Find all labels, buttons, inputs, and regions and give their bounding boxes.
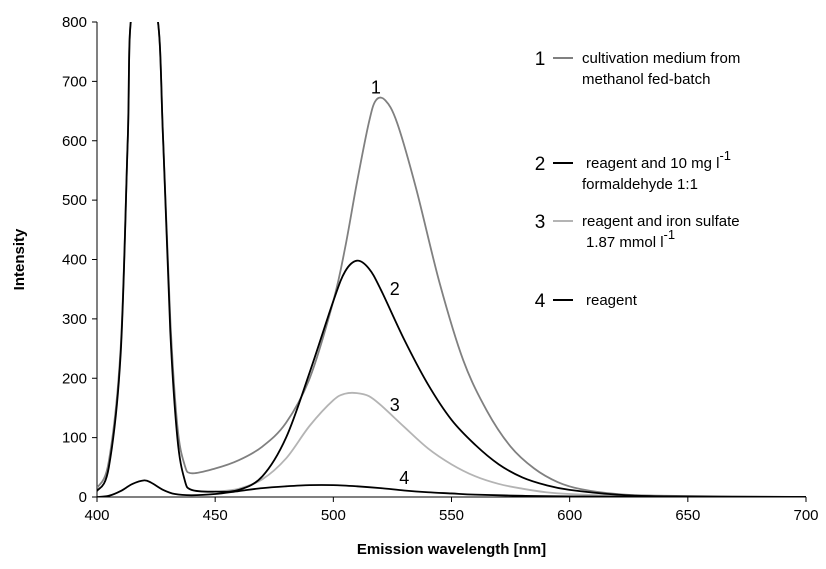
- series-4-line: [97, 479, 806, 497]
- curve-label-1: 1: [371, 77, 381, 97]
- legend-number-3: 3: [535, 212, 546, 233]
- x-tick-label: 650: [675, 507, 700, 524]
- x-axis-title: Emission wavelength [nm]: [357, 541, 546, 558]
- x-tick-label: 550: [439, 507, 464, 524]
- axes: 0 100 200 300 400 500 600 700 800 400 450 500 550 600…: [62, 14, 819, 524]
- y-tick-label: 200: [62, 370, 87, 387]
- curve-label-2: 2: [390, 279, 400, 299]
- legend-text-4: reagent: [586, 292, 638, 309]
- x-tick-label: 450: [203, 507, 228, 524]
- y-tick-label: 800: [62, 14, 87, 31]
- y-tick-label: 500: [62, 192, 87, 209]
- legend-number-1: 1: [535, 49, 546, 70]
- legend-text-2: reagent and 10 mg l-1 formaldehyde 1:1: [582, 148, 731, 193]
- legend: 1 2 3 4 cultivation medium from methanol fed-…: [535, 49, 741, 312]
- series-group: [97, 22, 806, 497]
- series-2-line: [97, 22, 806, 497]
- series-3-line: [215, 391, 806, 497]
- y-tick-label: 600: [62, 133, 87, 150]
- legend-text-3: reagent and iron sulfate 1.87 mmol l-1: [582, 213, 740, 251]
- y-axis-title: Intensity: [11, 228, 28, 290]
- legend-text-1: cultivation medium from methanol fed-batc…: [582, 50, 740, 88]
- y-tick-label: 400: [62, 252, 87, 269]
- curve-label-4: 4: [399, 468, 409, 488]
- curve-label-3: 3: [390, 395, 400, 415]
- y-tick-label: 0: [79, 489, 87, 506]
- legend-number-4: 4: [535, 291, 546, 312]
- series-1-line: [97, 22, 806, 497]
- y-tick-label: 700: [62, 73, 87, 90]
- y-tick-label: 100: [62, 430, 87, 447]
- x-tick-label: 700: [793, 507, 818, 524]
- x-tick-label: 600: [557, 507, 582, 524]
- y-tick-label: 300: [62, 311, 87, 328]
- x-tick-label: 400: [84, 507, 109, 524]
- x-tick-label: 500: [321, 507, 346, 524]
- legend-number-2: 2: [535, 154, 546, 175]
- curve-labels: 1 2 3 4: [371, 77, 409, 488]
